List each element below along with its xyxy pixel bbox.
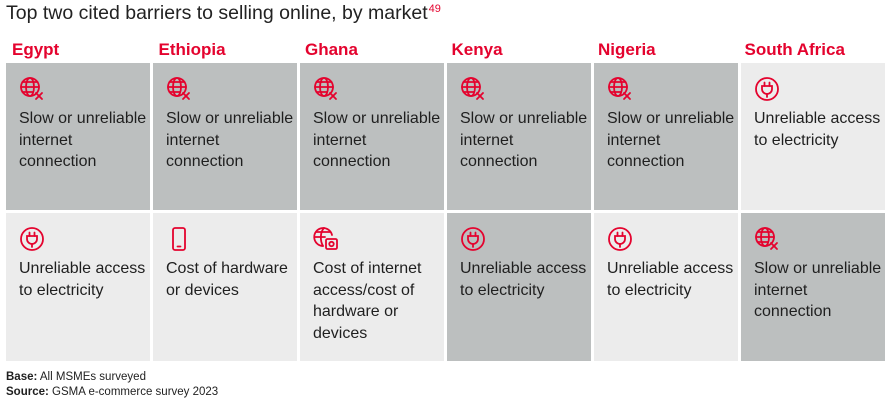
- globe-x-icon: [754, 226, 780, 252]
- barrier-cell: Unreliable access to electricity: [447, 213, 591, 361]
- barrier-text: Unreliable access to electricity: [754, 110, 881, 149]
- globe-cost-icon: [313, 226, 339, 252]
- market-header: Ethiopia: [158, 40, 226, 59]
- barrier-grid: Slow or unreliable internet connection Sl…: [6, 63, 885, 361]
- plug-icon: [754, 76, 780, 102]
- barrier-text: Slow or unreliable internet connection: [313, 110, 441, 170]
- base-note: Base: All MSMEs surveyed: [6, 371, 146, 383]
- barrier-cell: Unreliable access to electricity: [741, 63, 885, 210]
- title-text: Top two cited barriers to selling online…: [6, 2, 428, 24]
- globe-x-icon: [19, 76, 45, 102]
- source-note: Source: GSMA e-commerce survey 2023: [6, 386, 219, 398]
- market-header: Egypt: [12, 40, 60, 59]
- market-header: Ghana: [305, 40, 358, 59]
- globe-x-icon: [460, 76, 486, 102]
- barrier-cell: Slow or unreliable internet connection: [741, 213, 885, 361]
- barrier-cell: Slow or unreliable internet connection: [594, 63, 738, 210]
- plug-icon: [19, 226, 45, 252]
- globe-x-icon: [313, 76, 339, 102]
- barrier-text: Slow or unreliable internet connection: [460, 110, 588, 170]
- barrier-text: Slow or unreliable internet connection: [607, 110, 735, 170]
- footnote: Base: All MSMEs surveyed Source: GSMA e-…: [6, 370, 218, 400]
- barrier-text: Slow or unreliable internet connection: [166, 110, 294, 170]
- barrier-cell: Unreliable access to electricity: [6, 213, 150, 361]
- barrier-cell: Slow or unreliable internet connection: [153, 63, 297, 210]
- globe-x-icon: [607, 76, 633, 102]
- market-headers: Egypt Ethiopia Ghana Kenya Nigeria South…: [6, 40, 885, 60]
- market-header: South Africa: [744, 40, 845, 59]
- barrier-cell: Slow or unreliable internet connection: [6, 63, 150, 210]
- barrier-text: Unreliable access to electricity: [460, 260, 587, 299]
- plug-icon: [460, 226, 486, 252]
- barrier-text: Cost of internet access/cost of hardware…: [313, 260, 422, 342]
- market-header: Kenya: [451, 40, 503, 59]
- barrier-text: Cost of hardware or devices: [166, 260, 288, 299]
- barrier-cell: Cost of hardware or devices: [153, 213, 297, 361]
- phone-icon: [166, 226, 192, 252]
- barrier-text: Unreliable access to electricity: [19, 260, 146, 299]
- barrier-cell: Cost of internet access/cost of hardware…: [300, 213, 444, 361]
- title-footnote-ref: 49: [428, 2, 441, 15]
- barrier-text: Slow or unreliable internet connection: [754, 260, 882, 320]
- page-title: Top two cited barriers to selling online…: [6, 2, 441, 25]
- barrier-cell: Slow or unreliable internet connection: [300, 63, 444, 210]
- barrier-cell: Slow or unreliable internet connection: [447, 63, 591, 210]
- barrier-text: Unreliable access to electricity: [607, 260, 734, 299]
- market-header: Nigeria: [598, 40, 656, 59]
- globe-x-icon: [166, 76, 192, 102]
- barrier-text: Slow or unreliable internet connection: [19, 110, 147, 170]
- plug-icon: [607, 226, 633, 252]
- barrier-cell: Unreliable access to electricity: [594, 213, 738, 361]
